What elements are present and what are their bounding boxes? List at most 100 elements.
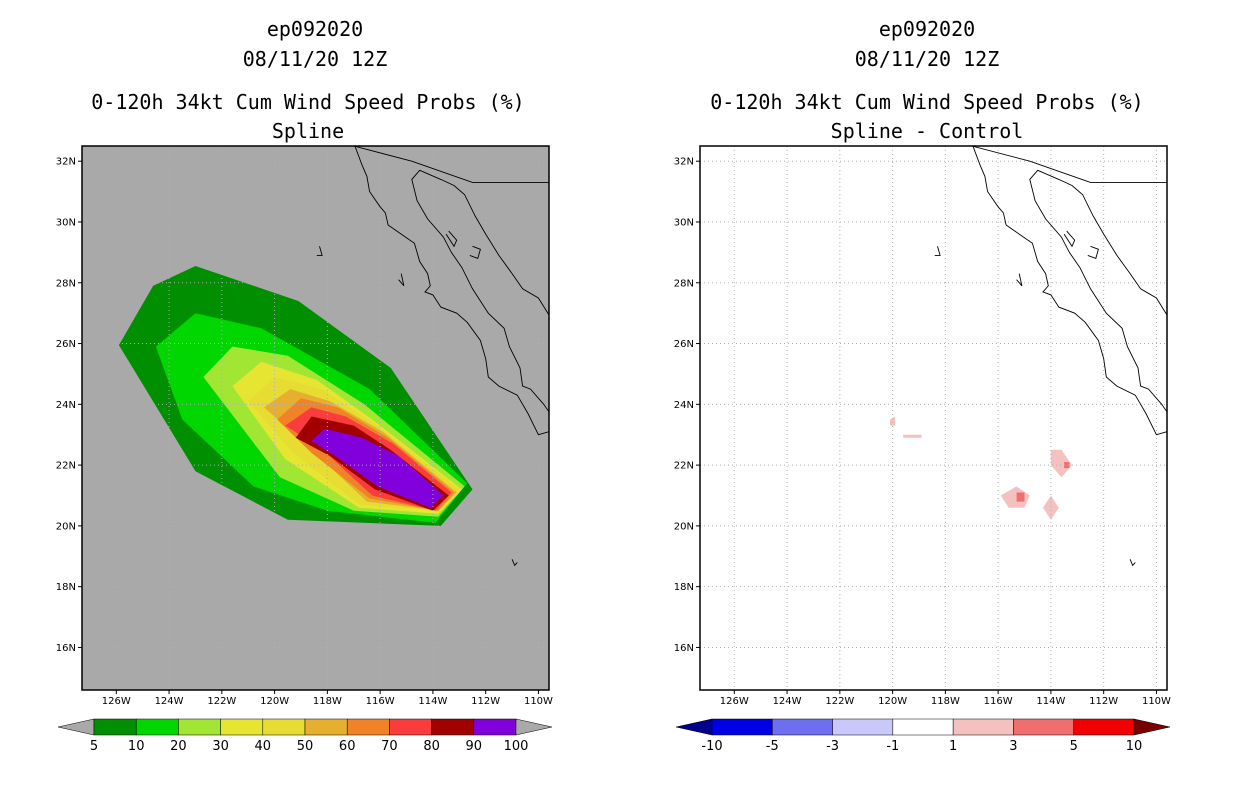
- coastline: [469, 245, 481, 259]
- colorbar-segment: [1073, 718, 1135, 736]
- x-tick-label: 126W: [102, 696, 131, 707]
- colorbar-label: 40: [255, 739, 272, 754]
- colorbar-segment: [772, 718, 833, 736]
- title-datetime: 08/11/20 12Z: [243, 47, 388, 71]
- coastline: [934, 246, 941, 256]
- y-tick-label: 32N: [674, 157, 694, 168]
- y-tick-label: 26N: [56, 339, 76, 350]
- colorbar-segment: [832, 718, 894, 736]
- map-background: [700, 146, 1167, 690]
- contour-fill-90: [311, 428, 444, 508]
- x-tick-label: 120W: [260, 696, 289, 707]
- colorbar-lower-arrow: [675, 718, 713, 736]
- coastline: [354, 146, 549, 436]
- colorbar-segment: [389, 718, 432, 736]
- colorbar-segment: [93, 718, 137, 736]
- colorbar-segment: [346, 718, 390, 736]
- colorbar-label: 10: [1126, 739, 1143, 754]
- title-variable: 0-120h 34kt Cum Wind Speed Probs (%): [710, 90, 1143, 114]
- colorbar-lower-arrow: [57, 718, 95, 736]
- y-tick-label: 22N: [674, 461, 694, 472]
- x-tick-label: 110W: [1142, 696, 1171, 707]
- x-tick-label: 124W: [155, 696, 184, 707]
- border-line: [353, 146, 549, 183]
- colorbar: 5 10 20 30 40 50 60 70 80 90 100: [57, 718, 553, 754]
- y-tick-label: 30N: [674, 217, 694, 228]
- contour-fill-1: [1000, 486, 1030, 508]
- colorbar-label: -5: [766, 739, 779, 754]
- colorbar-label: 10: [128, 739, 145, 754]
- border-line: [971, 146, 1167, 183]
- title-variable: 0-120h 34kt Cum Wind Speed Probs (%): [91, 90, 524, 114]
- colorbar-segment: [1013, 718, 1074, 736]
- x-tick-label: 118W: [931, 696, 960, 707]
- colorbar-label: 80: [423, 739, 440, 754]
- coastline: [398, 273, 405, 287]
- x-tick-label: 120W: [878, 696, 907, 707]
- x-tick-label: 122W: [207, 696, 236, 707]
- map-frame: [81, 145, 550, 691]
- colorbar-label: 70: [381, 739, 398, 754]
- colorbar-segment: [431, 718, 475, 736]
- x-tick-label: 126W: [720, 696, 749, 707]
- colorbar-label: 60: [339, 739, 356, 754]
- x-tick-label: 112W: [471, 696, 500, 707]
- x-tick-label: 112W: [1089, 696, 1118, 707]
- y-tick-label: 32N: [56, 157, 76, 168]
- contour-fill-3: [1064, 462, 1070, 469]
- coastline: [1087, 245, 1099, 259]
- panel-spline-minus-control: ep092020 08/11/20 12Z 0-120h 34kt Cum Wi…: [674, 17, 1171, 754]
- colorbar-segment: [178, 718, 221, 736]
- colorbar-label: 5: [1070, 739, 1078, 754]
- contour-fill-1: [903, 434, 922, 438]
- colorbar-label: 1: [949, 739, 957, 754]
- coastline: [445, 230, 458, 248]
- colorbar-segment: [220, 718, 264, 736]
- contour-fill-1: [1050, 449, 1072, 478]
- contour-fill-3: [1016, 492, 1025, 502]
- colorbar-segment: [952, 718, 1014, 736]
- title-experiment: Spline - Control: [831, 119, 1024, 143]
- x-tick-label: 122W: [825, 696, 854, 707]
- x-tick-label: 124W: [773, 696, 802, 707]
- colorbar-label: 5: [90, 739, 98, 754]
- coastline: [1063, 230, 1076, 248]
- y-tick-label: 24N: [674, 400, 694, 411]
- panel-spline: ep092020 08/11/20 12Z 0-120h 34kt Cum Wi…: [56, 17, 553, 754]
- colorbar-label: -3: [826, 739, 839, 754]
- y-tick-label: 20N: [674, 521, 694, 532]
- map-frame: [699, 145, 1168, 691]
- y-tick-label: 28N: [56, 278, 76, 289]
- colorbar-upper-arrow: [515, 718, 553, 736]
- colorbar-label: -10: [701, 739, 722, 754]
- colorbar: -10 -5 -3 -1 1 3 5 10: [675, 718, 1171, 754]
- colorbar-segment: [892, 718, 954, 736]
- y-tick-label: 20N: [56, 521, 76, 532]
- title-storm-id: ep092020: [879, 17, 975, 41]
- x-tick-label: 116W: [366, 696, 395, 707]
- coastline: [1016, 273, 1023, 287]
- coastline: [972, 146, 1167, 436]
- contour-fill-1: [890, 416, 896, 426]
- colorbar-segment: [262, 718, 306, 736]
- x-tick-label: 114W: [1036, 696, 1065, 707]
- colorbar-label: 50: [297, 739, 314, 754]
- contour-fill-1: [1043, 495, 1059, 520]
- title-datetime: 08/11/20 12Z: [855, 47, 1000, 71]
- x-tick-label: 114W: [418, 696, 447, 707]
- colorbar-label: 100: [504, 739, 529, 754]
- coastline: [316, 246, 323, 256]
- colorbar-segment: [711, 718, 773, 736]
- map-layers: [700, 146, 1167, 690]
- x-tick-label: 110W: [524, 696, 553, 707]
- colorbar-upper-arrow: [1133, 718, 1171, 736]
- map-plot-area: 126W 124W 122W 120W 118W 116W 114W 112W 110W 16N 1…: [674, 145, 1171, 707]
- colorbar-segment: [135, 718, 179, 736]
- coastline: [1129, 559, 1136, 567]
- colorbar-segment: [473, 718, 517, 736]
- colorbar-label: 90: [466, 739, 483, 754]
- colorbar-label: 3: [1009, 739, 1017, 754]
- y-tick-label: 16N: [56, 643, 76, 654]
- y-tick-label: 30N: [56, 217, 76, 228]
- y-tick-label: 16N: [674, 643, 694, 654]
